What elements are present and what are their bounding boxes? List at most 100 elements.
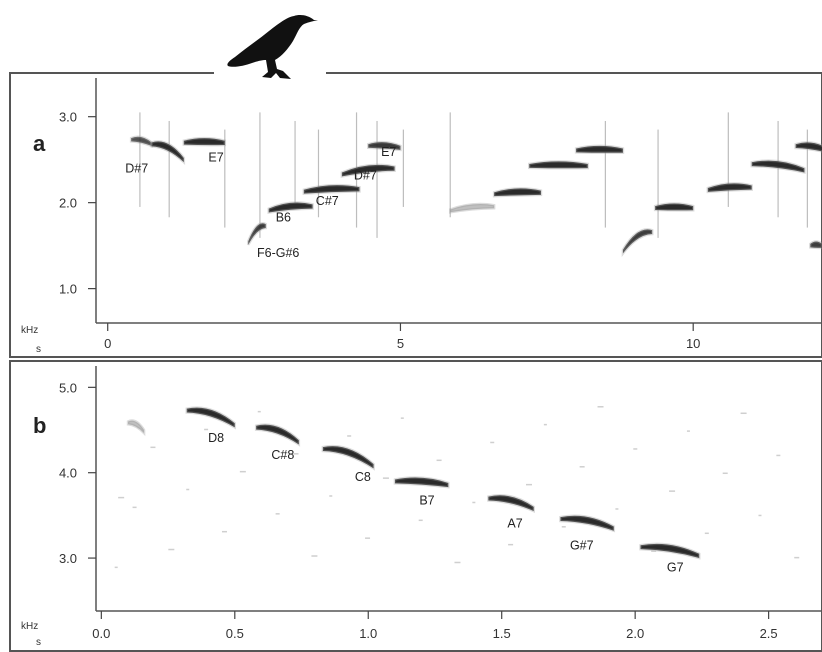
note-label: E7	[381, 145, 396, 159]
spectrogram-speck	[525, 483, 532, 486]
spectrogram-speck	[239, 470, 246, 473]
spectrogram-speck	[758, 514, 762, 517]
note-label: D#7	[354, 168, 377, 182]
spectrogram-speck	[150, 446, 156, 449]
song-syllable-halo	[367, 140, 402, 152]
song-syllable-mark	[268, 202, 313, 213]
panel-b-axes: 0.0 0.5 1.0 1.5 2.0 2.5 3.0 4.0 5.0	[59, 366, 822, 641]
spectrogram-speck	[776, 454, 781, 457]
panel-a-x-unit: s	[36, 344, 41, 355]
spectrogram-speck	[794, 556, 800, 559]
spectrogram-speck	[382, 477, 389, 479]
song-syllable-mark	[322, 446, 374, 469]
panel-a: a kHz s D#7 E7 B6 F6-G#6 C#7 D#7 E7 0 5 10 1.0 2.0…	[21, 78, 822, 355]
spectrogram-speck	[418, 519, 423, 522]
spectrogram-speck	[490, 441, 495, 444]
song-syllable-halo	[559, 514, 616, 533]
song-syllable-halo	[267, 201, 314, 214]
panel-b-background-specks	[114, 406, 800, 569]
song-syllable-mark	[529, 161, 588, 169]
song-syllable-halo	[653, 202, 695, 212]
spectrogram-speck	[597, 406, 604, 408]
x-tick-label: 0	[104, 336, 111, 351]
note-label: D#7	[125, 162, 148, 176]
spectrogram-speck	[311, 555, 318, 557]
song-syllable-halo	[809, 240, 822, 250]
spectrogram-speck	[118, 496, 125, 499]
panel-b-x-unit: s	[36, 637, 41, 648]
note-label: C#8	[271, 448, 294, 462]
note-label: D8	[208, 431, 224, 445]
song-syllable-mark	[622, 229, 653, 254]
song-syllable-halo	[528, 160, 590, 170]
y-tick-label: 2.0	[59, 196, 77, 211]
spectrogram-speck	[365, 537, 371, 539]
panel-b-y-unit: kHz	[21, 621, 38, 632]
spectrogram-speck	[543, 423, 547, 426]
spectrogram-speck	[740, 412, 747, 415]
spectrogram-speck	[561, 526, 566, 528]
note-label: B6	[276, 211, 291, 225]
song-syllable-halo	[246, 222, 268, 246]
spectrogram-speck	[114, 566, 118, 569]
note-label: B7	[419, 493, 434, 507]
spectrogram-speck	[221, 530, 227, 533]
note-label: E7	[208, 150, 223, 164]
song-syllable-mark	[341, 164, 395, 177]
note-label: G7	[667, 561, 684, 575]
x-tick-label: 0.5	[226, 626, 244, 641]
y-tick-label: 5.0	[59, 380, 77, 395]
song-syllable-halo	[750, 159, 806, 175]
x-tick-label: 2.5	[760, 626, 778, 641]
spectrogram-speck	[454, 561, 461, 564]
x-tick-label: 1.0	[359, 626, 377, 641]
song-syllable-halo	[393, 476, 450, 489]
song-syllable-halo	[639, 542, 701, 560]
spectrogram-speck	[168, 548, 175, 551]
panel-a-background-streaks	[139, 112, 808, 238]
song-syllable-halo	[340, 163, 396, 178]
song-syllable-halo	[254, 423, 301, 447]
note-label: A7	[507, 516, 522, 530]
spectrogram-speck	[722, 472, 728, 475]
note-label: F6-G#6	[257, 246, 299, 260]
song-syllable-halo	[302, 183, 361, 195]
y-tick-label: 4.0	[59, 466, 77, 481]
panel-a-note-labels: D#7 E7 B6 F6-G#6 C#7 D#7 E7	[125, 145, 396, 260]
spectrogram-speck	[579, 466, 585, 468]
song-syllable-halo	[621, 228, 654, 258]
panel-b-label: b	[33, 413, 46, 438]
song-syllable-halo	[487, 494, 535, 513]
song-syllable-mark	[256, 424, 299, 445]
song-syllable-mark	[707, 183, 752, 192]
spectrogram-speck	[293, 453, 299, 455]
song-syllable-mark	[810, 241, 822, 248]
song-syllable-mark	[494, 188, 541, 197]
x-tick-label: 2.0	[626, 626, 644, 641]
spectrogram-speck	[400, 417, 404, 419]
y-tick-label: 1.0	[59, 282, 77, 297]
song-syllable-mark	[368, 142, 401, 150]
spectrogram-speck	[186, 488, 190, 491]
song-syllable-halo	[706, 182, 753, 194]
panel-a-frame	[9, 72, 822, 358]
spectrogram-speck	[704, 532, 709, 535]
x-tick-label: 1.5	[493, 626, 511, 641]
spectrogram-speck	[275, 513, 280, 515]
song-syllable-mark	[303, 185, 360, 194]
song-syllable-mark	[248, 223, 266, 245]
song-syllable-halo	[126, 419, 146, 437]
panel-a-y-unit: kHz	[21, 325, 38, 336]
song-syllable-mark	[640, 543, 700, 559]
song-syllable-mark	[186, 407, 235, 428]
y-tick-label: 3.0	[59, 110, 77, 125]
spectrogram-speck	[686, 430, 690, 432]
spectrogram-speck	[257, 410, 261, 413]
spectrogram-speck	[132, 506, 137, 509]
crow-silhouette-icon	[214, 15, 326, 82]
x-tick-label: 0.0	[92, 626, 110, 641]
spectrogram-speck	[615, 508, 619, 510]
panel-a-syllables	[129, 135, 822, 258]
spectrogram-speck	[508, 543, 514, 546]
song-syllable-mark	[655, 203, 694, 211]
